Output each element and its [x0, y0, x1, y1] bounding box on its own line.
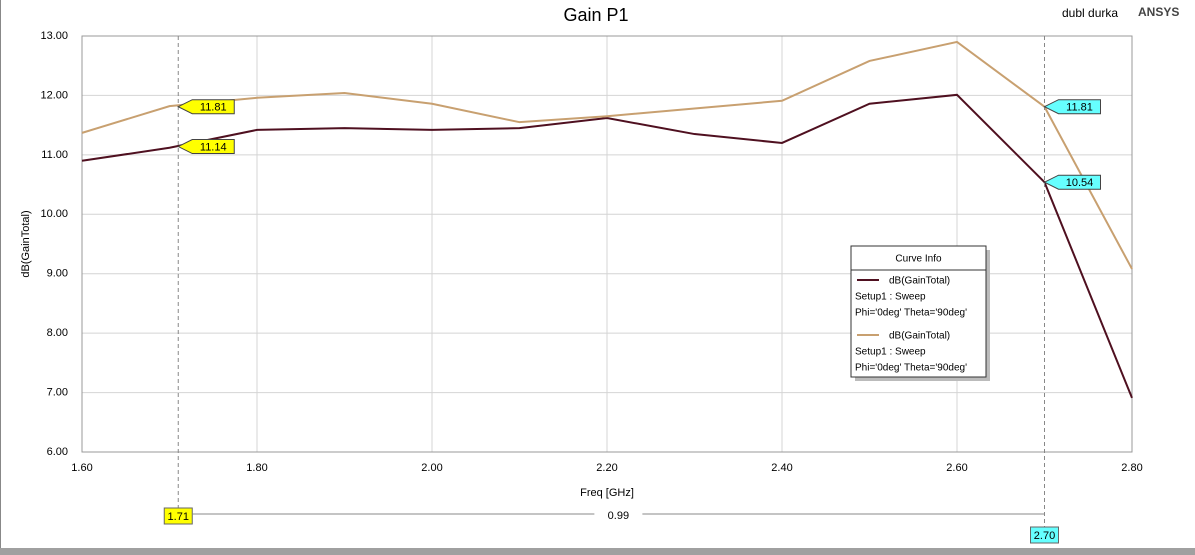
plot-frame — [81, 35, 1133, 453]
y-tick-label: 13.00 — [40, 30, 68, 42]
y-tick-label: 11.00 — [41, 149, 68, 161]
brand: ANSYS — [1138, 5, 1179, 19]
x-tick-label: 2.20 — [596, 462, 617, 474]
y-tick-label: 12.00 — [40, 89, 68, 101]
marker-flag — [1043, 99, 1101, 115]
marker-x-label: 2.70 — [1034, 530, 1055, 542]
marker-value: 10.54 — [1066, 177, 1094, 189]
legend-setup: Setup1 : Sweep — [855, 292, 926, 303]
x-tick-label: 2.60 — [946, 462, 967, 474]
series-line — [81, 93, 1133, 399]
y-tick-label: 7.00 — [47, 386, 68, 398]
legend-name: dB(GainTotal) — [889, 331, 950, 342]
chart-title: Gain P1 — [563, 5, 628, 25]
legend — [850, 245, 987, 378]
y-tick-label: 9.00 — [47, 268, 68, 280]
legend-variation: Phi='0deg' Theta='90deg' — [855, 308, 967, 319]
marker-x-box — [1030, 526, 1059, 544]
legend-title: Curve Info — [895, 254, 942, 265]
marker-flag — [177, 139, 235, 155]
series-line — [81, 40, 1133, 270]
marker-flag — [1043, 174, 1101, 190]
marker-value: 11.81 — [1066, 102, 1093, 114]
y-axis-label: dB(GainTotal) — [20, 210, 32, 277]
marker-value: 11.14 — [200, 141, 227, 153]
x-tick-label: 2.00 — [421, 462, 442, 474]
x-tick-label: 2.80 — [1121, 462, 1142, 474]
subtitle: dubl durka — [1062, 6, 1118, 20]
x-axis-label: Freq [GHz] — [580, 487, 634, 499]
bottom-strip — [0, 548, 1195, 555]
y-tick-label: 6.00 — [47, 446, 68, 458]
marker-x-label: 1.71 — [168, 511, 189, 523]
legend-setup: Setup1 : Sweep — [855, 347, 926, 358]
delta-label: 0.99 — [608, 510, 629, 522]
x-tick-label: 1.60 — [71, 462, 92, 474]
y-tick-label: 8.00 — [47, 327, 68, 339]
legend-name: dB(GainTotal) — [889, 276, 950, 287]
x-tick-label: 1.80 — [246, 462, 267, 474]
legend-variation: Phi='0deg' Theta='90deg' — [855, 363, 967, 374]
x-tick-label: 2.40 — [771, 462, 792, 474]
marker-value: 11.81 — [200, 102, 227, 114]
marker-x-box — [163, 507, 193, 525]
y-tick-label: 10.00 — [40, 208, 68, 220]
marker-flag — [177, 99, 235, 115]
